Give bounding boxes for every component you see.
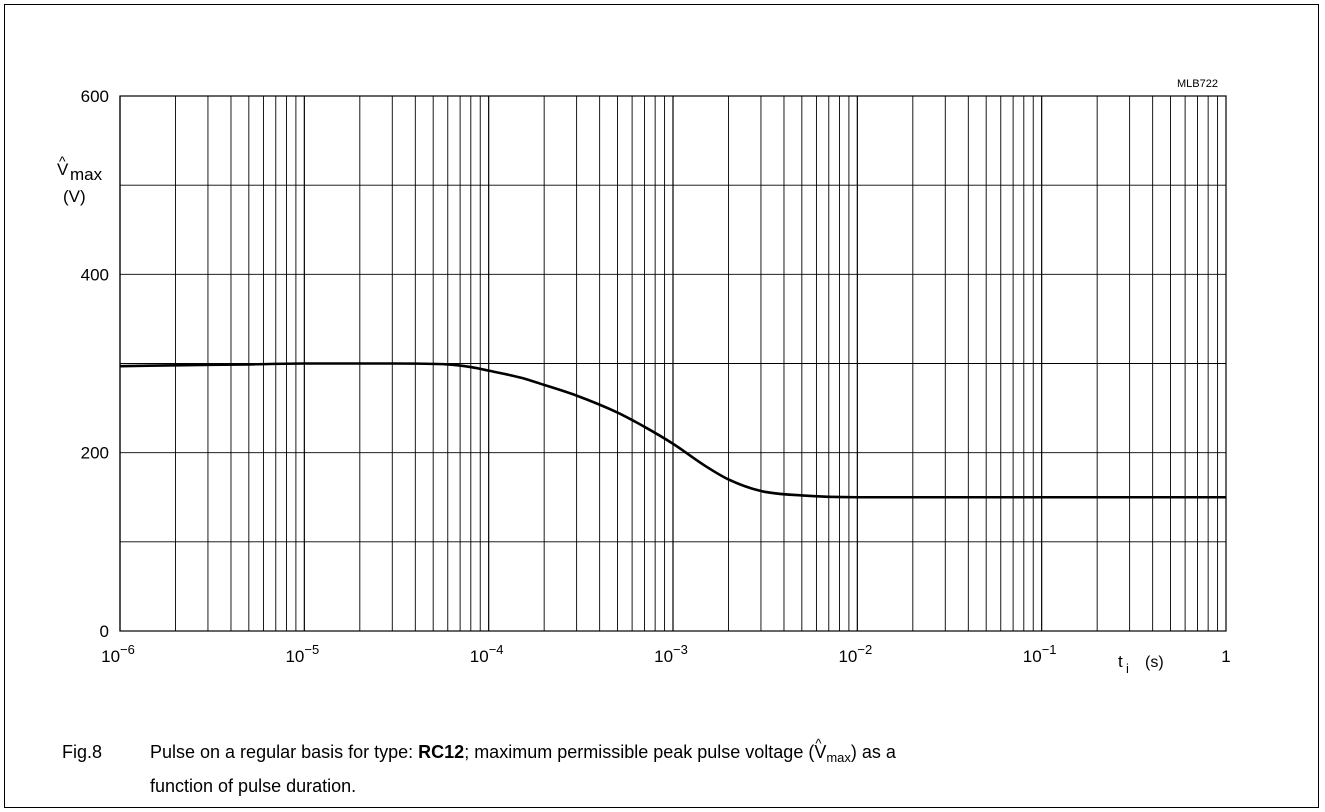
figure-caption: Fig.8 Pulse on a regular basis for type:… — [62, 736, 1242, 801]
x-tick-label: 1 — [1221, 647, 1230, 666]
x-axis-unit: (s) — [1145, 654, 1164, 671]
figure-code: MLB722 — [1177, 78, 1218, 90]
x-tick-label: 10−2 — [838, 642, 872, 666]
y-tick-label: 0 — [100, 622, 109, 641]
x-tick-label: 10−3 — [654, 642, 688, 666]
x-tick-labels: 10−6 10−5 10−4 10−3 10−2 10−1 1 — [101, 642, 1231, 666]
y-axis-label: V ^ max (V) — [57, 153, 103, 206]
x-axis-label: t i (s) — [1118, 652, 1164, 676]
caption-part3: ) as a — [850, 742, 896, 762]
y-axis-symbol-sub: max — [70, 165, 103, 184]
x-tick-label: 10−1 — [1023, 642, 1057, 666]
x-tick-label: 10−6 — [101, 642, 135, 666]
y-tick-label: 200 — [81, 444, 109, 463]
x-tick-label: 10−5 — [285, 642, 319, 666]
figure-frame — [4, 4, 1319, 808]
series-line — [119, 362, 1226, 499]
x-axis-symbol-sub: i — [1126, 661, 1129, 676]
chart: 10−6 10−5 10−4 10−3 10−2 10−1 1 0 200 400 600 MLB… — [57, 78, 1231, 676]
y-tick-label: 600 — [81, 87, 109, 106]
caption-part1: Pulse on a regular basis for type: — [150, 742, 419, 762]
caption-line2: function of pulse duration. — [150, 776, 357, 796]
plot-border — [119, 95, 1227, 632]
caption-symbol-hat: ^ — [815, 736, 822, 751]
y-tick-labels: 0 200 400 600 — [81, 87, 109, 641]
y-axis-unit: (V) — [63, 187, 86, 206]
caption-symbol: ^ V — [814, 736, 827, 767]
y-axis-symbol: V — [57, 160, 69, 179]
caption-type-name: RC12 — [418, 742, 465, 762]
caption-symbol-sub: max — [826, 750, 851, 765]
x-axis-symbol: t — [1118, 652, 1123, 671]
y-tick-label: 400 — [81, 265, 109, 284]
caption-text: Pulse on a regular basis for type: RC12;… — [150, 736, 1242, 801]
caption-part2: ; maximum permissible peak pulse voltage… — [464, 742, 815, 762]
caption-symbol-main: V — [814, 742, 827, 762]
y-axis-symbol-hat: ^ — [59, 153, 66, 169]
figure-number: Fig.8 — [62, 742, 103, 762]
x-tick-label: 10−4 — [470, 642, 504, 666]
